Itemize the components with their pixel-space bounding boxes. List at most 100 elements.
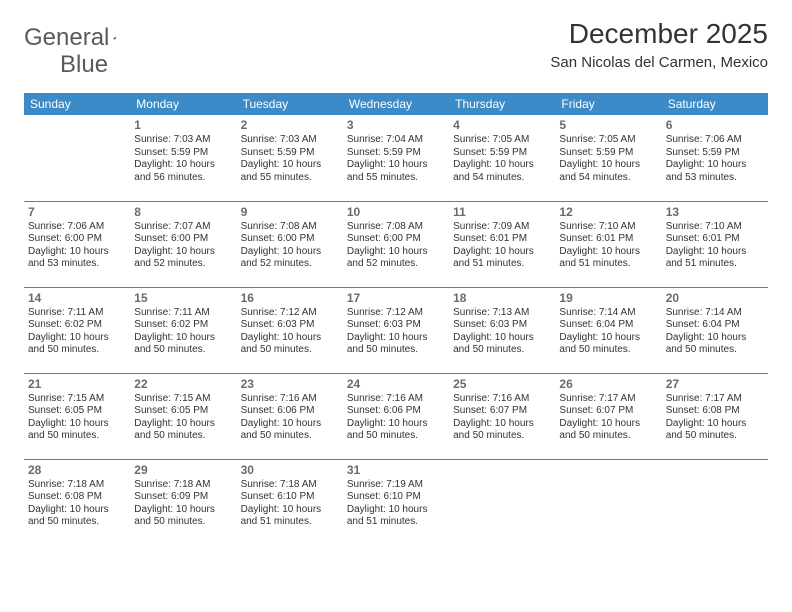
daylight-line: and 53 minutes. [28,258,126,271]
daylight-line: and 52 minutes. [347,258,445,271]
sunrise-line: Sunrise: 7:16 AM [347,393,445,406]
sunset-line: Sunset: 6:10 PM [241,491,339,504]
day-number: 30 [241,463,339,477]
day-number: 25 [453,377,551,391]
calendar-day-cell: 26Sunrise: 7:17 AMSunset: 6:07 PMDayligh… [555,373,661,459]
daylight-line: and 50 minutes. [559,430,657,443]
sunrise-line: Sunrise: 7:03 AM [134,134,232,147]
calendar-week-row: 21Sunrise: 7:15 AMSunset: 6:05 PMDayligh… [24,373,768,459]
daylight-line: and 50 minutes. [453,344,551,357]
day-number: 12 [559,205,657,219]
daylight-line: and 52 minutes. [134,258,232,271]
calendar-day-cell: 19Sunrise: 7:14 AMSunset: 6:04 PMDayligh… [555,287,661,373]
calendar-day-cell: 29Sunrise: 7:18 AMSunset: 6:09 PMDayligh… [130,459,236,545]
weekday-header: Wednesday [343,93,449,115]
calendar-day-cell: 10Sunrise: 7:08 AMSunset: 6:00 PMDayligh… [343,201,449,287]
sail-icon [113,29,117,47]
title-block: December 2025 San Nicolas del Carmen, Me… [550,18,768,71]
daylight-line: and 54 minutes. [559,172,657,185]
daylight-line: and 51 minutes. [666,258,764,271]
daylight-line: and 50 minutes. [241,344,339,357]
daylight-line: Daylight: 10 hours [453,246,551,259]
daylight-line: Daylight: 10 hours [28,332,126,345]
daylight-line: and 55 minutes. [241,172,339,185]
sunrise-line: Sunrise: 7:11 AM [28,307,126,320]
calendar-day-cell [555,459,661,545]
day-number: 7 [28,205,126,219]
daylight-line: Daylight: 10 hours [241,246,339,259]
sunrise-line: Sunrise: 7:16 AM [453,393,551,406]
sunrise-line: Sunrise: 7:12 AM [241,307,339,320]
daylight-line: and 50 minutes. [666,344,764,357]
sunset-line: Sunset: 6:01 PM [559,233,657,246]
sunset-line: Sunset: 6:03 PM [453,319,551,332]
day-number: 9 [241,205,339,219]
calendar-day-cell: 3Sunrise: 7:04 AMSunset: 5:59 PMDaylight… [343,115,449,201]
sunrise-line: Sunrise: 7:16 AM [241,393,339,406]
calendar-day-cell: 24Sunrise: 7:16 AMSunset: 6:06 PMDayligh… [343,373,449,459]
day-number: 16 [241,291,339,305]
daylight-line: Daylight: 10 hours [134,504,232,517]
daylight-line: Daylight: 10 hours [559,418,657,431]
daylight-line: Daylight: 10 hours [666,332,764,345]
daylight-line: Daylight: 10 hours [347,159,445,172]
sunrise-line: Sunrise: 7:13 AM [453,307,551,320]
calendar-day-cell: 31Sunrise: 7:19 AMSunset: 6:10 PMDayligh… [343,459,449,545]
sunset-line: Sunset: 6:00 PM [241,233,339,246]
sunrise-line: Sunrise: 7:05 AM [453,134,551,147]
daylight-line: Daylight: 10 hours [28,246,126,259]
daylight-line: Daylight: 10 hours [241,332,339,345]
daylight-line: and 50 minutes. [559,344,657,357]
calendar-week-row: 7Sunrise: 7:06 AMSunset: 6:00 PMDaylight… [24,201,768,287]
calendar-day-cell: 30Sunrise: 7:18 AMSunset: 6:10 PMDayligh… [237,459,343,545]
calendar-day-cell: 1Sunrise: 7:03 AMSunset: 5:59 PMDaylight… [130,115,236,201]
sunset-line: Sunset: 6:07 PM [559,405,657,418]
calendar-day-cell [662,459,768,545]
sunset-line: Sunset: 6:06 PM [347,405,445,418]
weekday-header: Tuesday [237,93,343,115]
calendar-day-cell: 16Sunrise: 7:12 AMSunset: 6:03 PMDayligh… [237,287,343,373]
sunrise-line: Sunrise: 7:14 AM [666,307,764,320]
day-number: 6 [666,118,764,132]
daylight-line: Daylight: 10 hours [28,504,126,517]
daylight-line: Daylight: 10 hours [241,159,339,172]
daylight-line: and 51 minutes. [347,516,445,529]
daylight-line: and 50 minutes. [28,516,126,529]
calendar-day-cell: 2Sunrise: 7:03 AMSunset: 5:59 PMDaylight… [237,115,343,201]
sunset-line: Sunset: 6:05 PM [28,405,126,418]
calendar-day-cell: 8Sunrise: 7:07 AMSunset: 6:00 PMDaylight… [130,201,236,287]
sunrise-line: Sunrise: 7:10 AM [559,221,657,234]
daylight-line: Daylight: 10 hours [453,418,551,431]
sunset-line: Sunset: 5:59 PM [559,147,657,160]
daylight-line: and 50 minutes. [453,430,551,443]
daylight-line: and 50 minutes. [347,344,445,357]
day-number: 23 [241,377,339,391]
daylight-line: Daylight: 10 hours [347,418,445,431]
day-number: 5 [559,118,657,132]
daylight-line: and 53 minutes. [666,172,764,185]
weekday-header: Thursday [449,93,555,115]
daylight-line: and 51 minutes. [559,258,657,271]
sunset-line: Sunset: 6:10 PM [347,491,445,504]
sunset-line: Sunset: 6:01 PM [666,233,764,246]
day-number: 22 [134,377,232,391]
sunrise-line: Sunrise: 7:19 AM [347,479,445,492]
sunset-line: Sunset: 6:06 PM [241,405,339,418]
calendar-week-row: 1Sunrise: 7:03 AMSunset: 5:59 PMDaylight… [24,115,768,201]
day-number: 20 [666,291,764,305]
daylight-line: Daylight: 10 hours [241,504,339,517]
day-number: 11 [453,205,551,219]
calendar-day-cell [449,459,555,545]
sunset-line: Sunset: 6:00 PM [28,233,126,246]
daylight-line: Daylight: 10 hours [559,332,657,345]
daylight-line: and 52 minutes. [241,258,339,271]
daylight-line: Daylight: 10 hours [347,504,445,517]
weekday-header: Sunday [24,93,130,115]
calendar-day-cell: 21Sunrise: 7:15 AMSunset: 6:05 PMDayligh… [24,373,130,459]
sunrise-line: Sunrise: 7:17 AM [666,393,764,406]
calendar-day-cell: 22Sunrise: 7:15 AMSunset: 6:05 PMDayligh… [130,373,236,459]
sunrise-line: Sunrise: 7:18 AM [28,479,126,492]
daylight-line: Daylight: 10 hours [666,418,764,431]
daylight-line: and 50 minutes. [347,430,445,443]
day-number: 8 [134,205,232,219]
